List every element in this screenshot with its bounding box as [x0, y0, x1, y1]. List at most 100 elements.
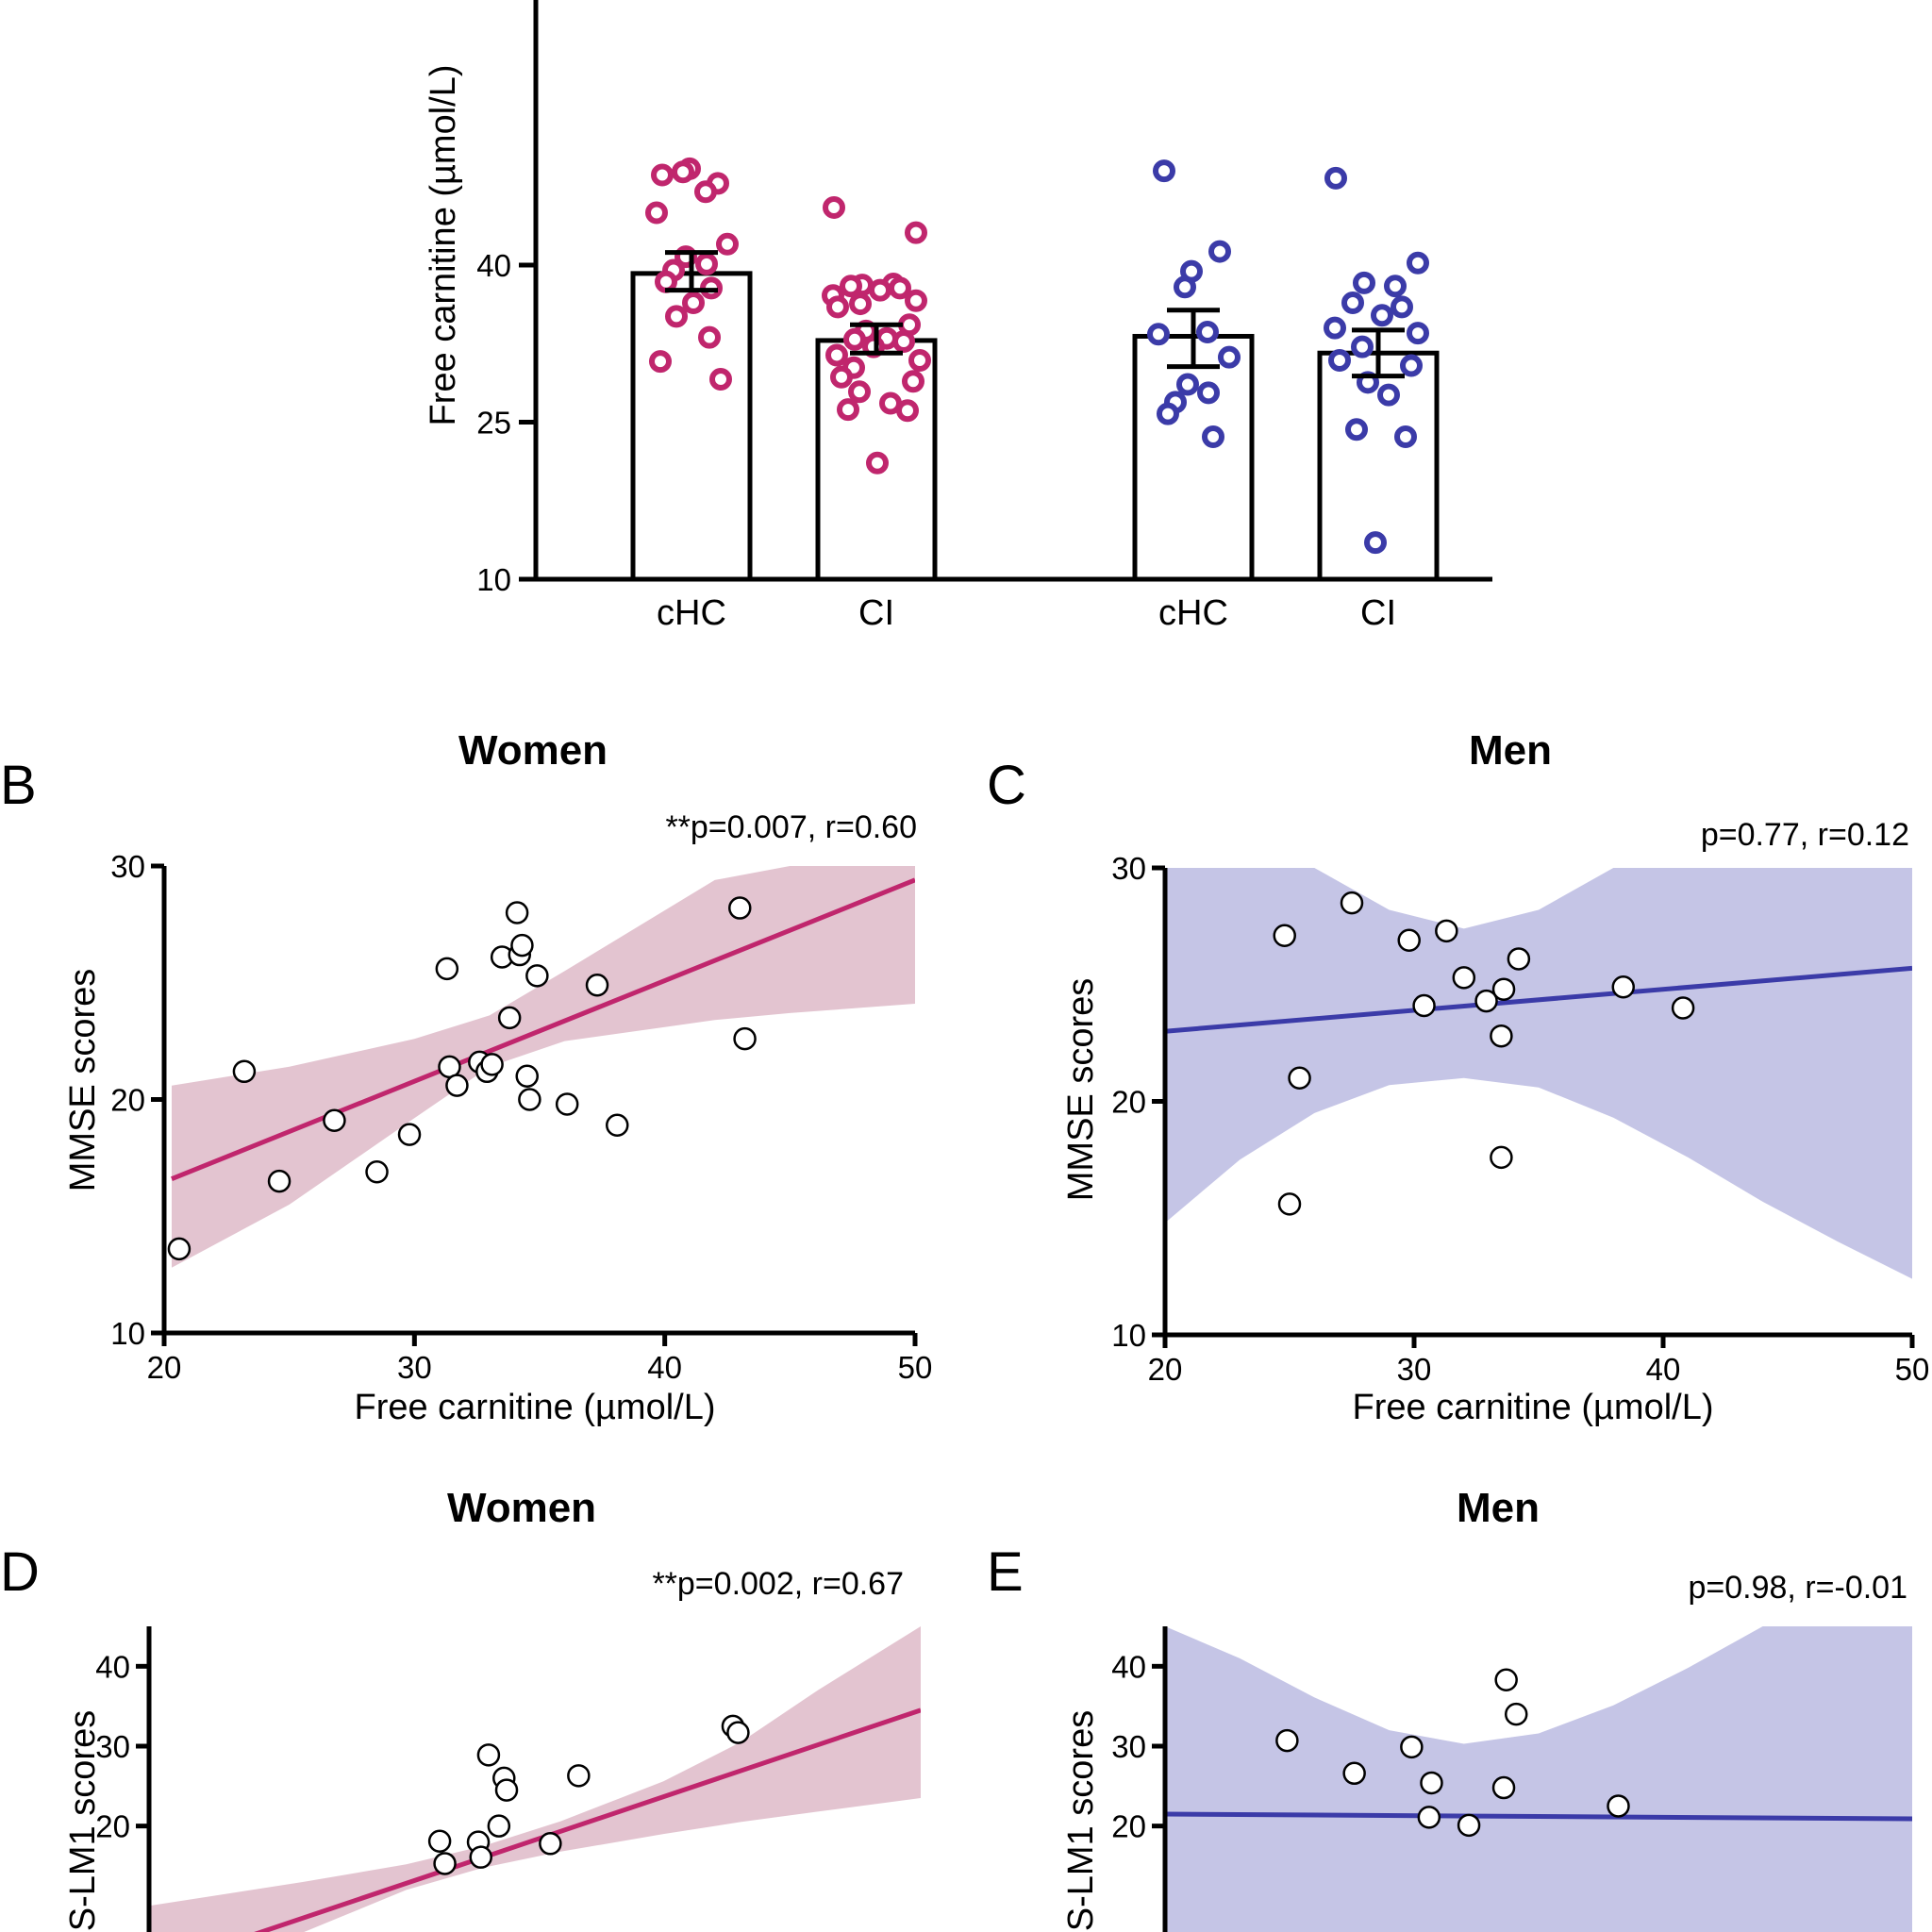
data-point — [908, 349, 931, 373]
y-tick-label: 30 — [1111, 1729, 1146, 1764]
data-point — [1342, 1761, 1366, 1786]
data-point — [1340, 891, 1364, 915]
data-point — [515, 1064, 539, 1088]
regression-line — [1165, 965, 1912, 1034]
confidence-band — [149, 1626, 921, 1932]
data-point — [1324, 166, 1347, 190]
data-point — [645, 201, 668, 225]
data-point — [672, 160, 694, 184]
panel-label-d: D — [0, 1541, 40, 1603]
data-point — [476, 1743, 501, 1767]
panel-label-b: B — [0, 755, 37, 816]
y-tick-label: 40 — [95, 1649, 130, 1684]
data-point — [1397, 928, 1421, 952]
panel-e-stats: p=0.98, r=-0.01 — [1688, 1570, 1907, 1606]
y-tick-label: 30 — [1111, 851, 1146, 886]
data-point — [896, 399, 919, 423]
panel-e-ylabel: S-LM1 scores — [1061, 1710, 1101, 1931]
x-tick-label: 20 — [1148, 1352, 1183, 1387]
x-tick-label: 50 — [898, 1350, 933, 1385]
panel-e-marks: 20 30 40 — [1111, 1626, 1912, 1932]
data-point — [1288, 1066, 1311, 1090]
y-tick-label: 10 — [110, 1316, 145, 1351]
data-point — [843, 327, 866, 351]
panel-e-title: Men — [1457, 1485, 1540, 1531]
data-point — [826, 295, 849, 319]
data-point — [698, 325, 721, 349]
data-point — [606, 1113, 629, 1137]
panel-b-ylabel: MMSE scores — [63, 969, 103, 1191]
x-tick-label: 30 — [1397, 1352, 1432, 1387]
data-point — [433, 1852, 457, 1875]
panel-c-ylabel: MMSE scores — [1061, 978, 1101, 1201]
panel-a-bar-chart: Free carnitine (µmol/L) 10 25 40 cHC CI cHC CI — [424, 0, 1492, 633]
data-point — [427, 1829, 452, 1854]
panel-d-scatter: Women **p=0.002, r=0.67 S-LM1 scores 20 3… — [63, 1485, 921, 1932]
data-point — [1407, 251, 1429, 275]
panel-c-title: Men — [1469, 727, 1552, 774]
data-point — [1196, 321, 1219, 344]
data-point — [726, 1721, 750, 1744]
data-point — [849, 292, 872, 316]
data-point — [716, 232, 739, 256]
data-point — [1328, 349, 1351, 373]
data-point — [1351, 335, 1374, 358]
bar-chc — [1132, 333, 1255, 582]
data-point — [435, 957, 459, 981]
data-point — [1491, 977, 1516, 1001]
data-point — [267, 1169, 291, 1193]
data-point — [1400, 1735, 1424, 1759]
data-point — [1197, 381, 1220, 405]
panel-c-xlabel: Free carnitine (µmol/L) — [1352, 1388, 1713, 1427]
data-point — [1384, 275, 1407, 298]
panel-label-c: C — [987, 755, 1026, 816]
data-point — [1157, 402, 1179, 425]
data-point — [518, 1088, 541, 1111]
data-point — [1407, 322, 1429, 345]
data-point — [655, 270, 677, 293]
confidence-band — [172, 866, 915, 1268]
data-point — [480, 1053, 504, 1076]
data-point — [848, 380, 871, 404]
x-category-label: cHC — [657, 593, 726, 633]
data-point — [1176, 373, 1199, 396]
data-point — [365, 1159, 389, 1184]
data-point — [1371, 304, 1393, 327]
data-point — [1457, 1813, 1481, 1838]
data-point — [1435, 919, 1458, 943]
data-point — [469, 1845, 492, 1869]
x-tick-label: 40 — [1646, 1352, 1681, 1387]
data-point — [1324, 316, 1346, 340]
data-point — [555, 1092, 579, 1116]
data-point — [1273, 924, 1296, 948]
y-tick-label: 40 — [1111, 1649, 1146, 1684]
data-point — [695, 252, 718, 275]
data-point — [510, 933, 534, 958]
data-point — [1394, 425, 1417, 449]
confidence-band — [1165, 868, 1912, 1279]
data-point — [825, 343, 848, 367]
x-category-label: cHC — [1158, 593, 1228, 633]
regression-line — [171, 877, 915, 1181]
data-point — [567, 1764, 591, 1788]
data-point — [866, 451, 889, 475]
regression-line — [1165, 1811, 1912, 1822]
data-point — [1490, 1024, 1513, 1048]
panel-d-ylabel: S-LM1 scores — [63, 1710, 103, 1931]
regression-line — [254, 1707, 921, 1932]
bar-chc — [630, 271, 753, 582]
data-point — [1364, 531, 1387, 555]
x-tick-label: 20 — [147, 1350, 182, 1385]
x-tick-label: 50 — [1895, 1352, 1930, 1387]
data-point — [840, 275, 862, 298]
data-point — [1391, 295, 1413, 319]
data-point — [397, 1123, 422, 1146]
data-point — [1504, 1702, 1528, 1726]
data-point — [1452, 966, 1476, 990]
data-point — [728, 896, 752, 920]
data-point — [1607, 1794, 1630, 1818]
data-point — [905, 289, 927, 312]
data-point — [1353, 271, 1375, 294]
data-point — [525, 964, 549, 988]
